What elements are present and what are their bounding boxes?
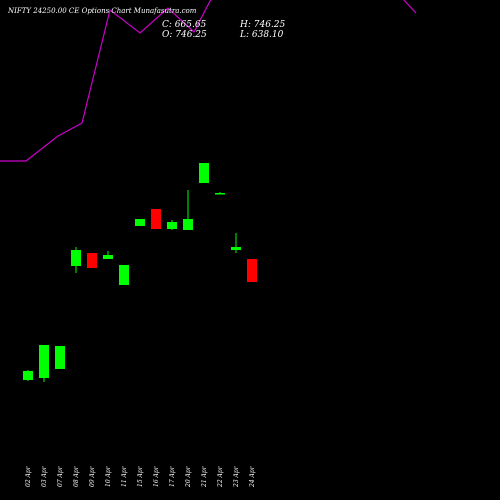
candle-body — [23, 371, 33, 380]
candle-21-apr — [199, 163, 209, 183]
x-tick-label: 17 Apr — [169, 465, 176, 487]
x-tick-label: 20 Apr — [185, 465, 192, 488]
candle-body — [231, 247, 241, 250]
candle-body — [247, 259, 257, 282]
candle-11-apr — [119, 265, 129, 285]
candle-15-apr — [135, 219, 145, 226]
x-tick-label: 10 Apr — [105, 465, 112, 487]
candle-16-apr — [151, 209, 161, 229]
indicator-line-1 — [0, 0, 417, 162]
candle-body — [199, 163, 209, 183]
candle-body — [71, 250, 81, 266]
candle-02-apr — [23, 370, 33, 381]
candle-20-apr — [183, 190, 193, 230]
candle-03-apr — [39, 345, 49, 382]
x-tick-label: 09 Apr — [89, 465, 96, 487]
candle-body — [119, 265, 129, 285]
candle-body — [151, 209, 161, 229]
candle-07-apr — [55, 346, 65, 369]
chart-title: NIFTY 24250.00 CE Options Chart Munafasu… — [8, 7, 197, 15]
candle-body — [135, 219, 145, 226]
x-tick-label: 24 Apr — [249, 465, 256, 488]
low-value: L: 638.10 — [240, 30, 284, 40]
candle-body — [39, 345, 49, 378]
close-value: C: 665.65 — [162, 20, 207, 30]
x-tick-label: 23 Apr — [233, 465, 240, 488]
candle-body — [215, 193, 225, 195]
x-tick-label: 08 Apr — [73, 465, 80, 487]
candle-23-apr — [231, 233, 241, 253]
x-tick-label: 22 Apr — [217, 465, 224, 488]
x-tick-label: 16 Apr — [153, 465, 160, 487]
x-tick-label: 21 Apr — [201, 465, 208, 488]
candle-08-apr — [71, 247, 81, 273]
candle-body — [103, 255, 113, 259]
candle-24-apr — [247, 259, 257, 282]
candle-10-apr — [103, 251, 113, 259]
candle-body — [55, 346, 65, 369]
candle-body — [167, 222, 177, 229]
candle-17-apr — [167, 220, 177, 230]
x-tick-label: 02 Apr — [25, 465, 32, 487]
candle-body — [183, 219, 193, 230]
x-tick-label: 03 Apr — [41, 465, 48, 487]
candle-09-apr — [87, 253, 97, 268]
x-tick-label: 07 Apr — [57, 465, 64, 487]
x-tick-label: 11 Apr — [121, 465, 128, 487]
candle-body — [87, 253, 97, 268]
x-tick-label: 15 Apr — [137, 465, 144, 487]
high-value: H: 746.25 — [240, 20, 286, 30]
open-value: O: 746.25 — [162, 30, 207, 40]
candle-22-apr — [215, 192, 225, 195]
